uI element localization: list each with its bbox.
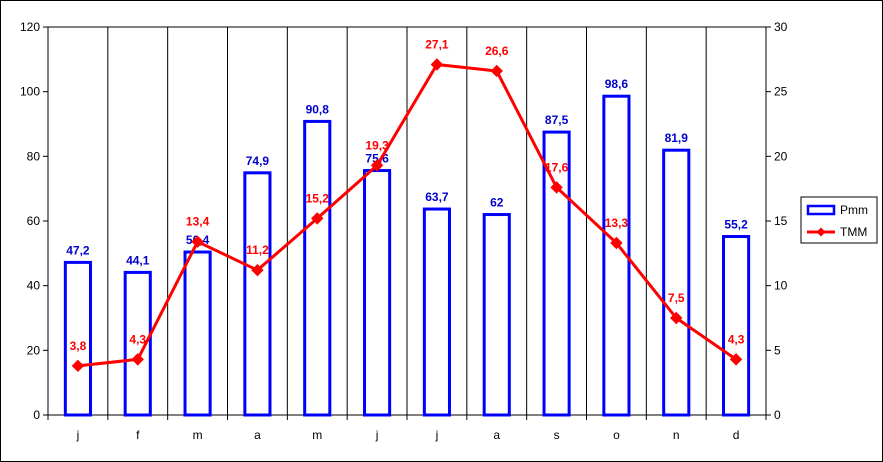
- bar-pmm: [422, 207, 451, 417]
- x-axis-tick-label: o: [613, 428, 620, 442]
- legend-label-pmm: Pmm: [840, 203, 868, 217]
- line-point-tmm: [610, 236, 623, 250]
- line-data-label: 13,4: [186, 215, 210, 229]
- line-data-label: 17,6: [545, 160, 569, 174]
- line-point-tmm: [670, 311, 683, 325]
- line-point-tmm: [251, 263, 264, 277]
- line-point-tmm: [191, 235, 204, 248]
- line-point-tmm: [370, 159, 384, 172]
- line-point-tmm: [430, 58, 444, 71]
- left-axis-tick-label: 40: [27, 279, 41, 293]
- left-axis-tick-label: 80: [27, 149, 41, 163]
- line-data-label: 19,3: [365, 138, 389, 152]
- x-axis-tick-label: a: [254, 428, 261, 442]
- legend-swatch-pmm: [806, 204, 836, 216]
- x-axis-tick-label: m: [312, 428, 322, 442]
- x-axis-tick-label: f: [136, 428, 140, 442]
- bar-data-label: 47,2: [66, 243, 90, 257]
- bar-pmm: [303, 119, 332, 417]
- right-axis-tick-label: 0: [774, 408, 781, 422]
- bar-data-label: 74,9: [246, 154, 270, 168]
- right-axis-tick-label: 25: [774, 85, 788, 99]
- left-axis-tick-label: 100: [20, 85, 40, 99]
- bar-pmm: [123, 270, 152, 417]
- line-data-label: 3,8: [70, 339, 87, 353]
- x-axis-tick-label: a: [493, 428, 500, 442]
- bar-data-label: 44,1: [126, 253, 150, 267]
- bar-data-label: 55,2: [724, 218, 748, 232]
- line-data-label: 7,5: [668, 291, 685, 305]
- x-axis-tick-label: j: [435, 428, 439, 442]
- bar-data-label: 87,5: [545, 113, 569, 127]
- x-axis-tick-label: n: [673, 428, 680, 442]
- bar-pmm: [542, 130, 571, 417]
- bar-data-label: 81,9: [665, 131, 689, 145]
- right-axis-tick-label: 15: [774, 214, 788, 228]
- bar-pmm: [722, 235, 751, 417]
- right-axis-tick-label: 20: [774, 149, 788, 163]
- bar-data-label: 62: [490, 196, 504, 210]
- line-point-tmm: [729, 353, 743, 366]
- line-data-label: 4,3: [728, 332, 745, 346]
- bar-pmm: [363, 169, 392, 417]
- bar-data-label: 98,6: [605, 77, 629, 91]
- left-axis-tick-label: 60: [27, 214, 41, 228]
- bar-pmm: [183, 250, 212, 417]
- line-tmm: [77, 62, 737, 368]
- x-axis-tick-label: s: [554, 428, 560, 442]
- line-point-tmm: [131, 353, 144, 366]
- x-axis-tick-label: m: [193, 428, 203, 442]
- line-point-tmm: [71, 359, 85, 373]
- left-axis-tick-label: 0: [33, 408, 40, 422]
- x-axis-tick-label: d: [733, 428, 740, 442]
- right-axis-tick-label: 30: [774, 20, 788, 34]
- bar-pmm: [662, 148, 691, 417]
- line-data-label: 11,2: [246, 243, 269, 257]
- line-data-label: 13,3: [605, 216, 629, 230]
- x-axis-tick-label: j: [76, 428, 80, 442]
- line-data-label: 15,2: [306, 191, 330, 205]
- legend-marker-tmm: [816, 227, 826, 237]
- legend-label-tmm: TMM: [840, 225, 867, 239]
- legend-box: [800, 196, 878, 244]
- bar-data-label: 63,7: [425, 190, 449, 204]
- x-axis-tick-label: j: [375, 428, 379, 442]
- right-axis-tick-label: 5: [774, 343, 781, 357]
- left-axis-tick-label: 120: [20, 20, 40, 34]
- bar-data-label: 90,8: [306, 102, 330, 116]
- line-data-label: 27,1: [425, 38, 449, 52]
- right-axis-tick-label: 10: [774, 279, 788, 293]
- bar-pmm: [482, 213, 511, 417]
- bar-pmm: [63, 260, 92, 417]
- line-point-tmm: [550, 181, 563, 194]
- line-point-tmm: [490, 64, 503, 78]
- line-data-label: 4,3: [129, 332, 146, 346]
- line-point-tmm: [311, 212, 324, 225]
- left-axis-tick-label: 20: [27, 343, 41, 357]
- line-data-label: 26,6: [485, 44, 509, 58]
- bar-pmm: [243, 171, 272, 417]
